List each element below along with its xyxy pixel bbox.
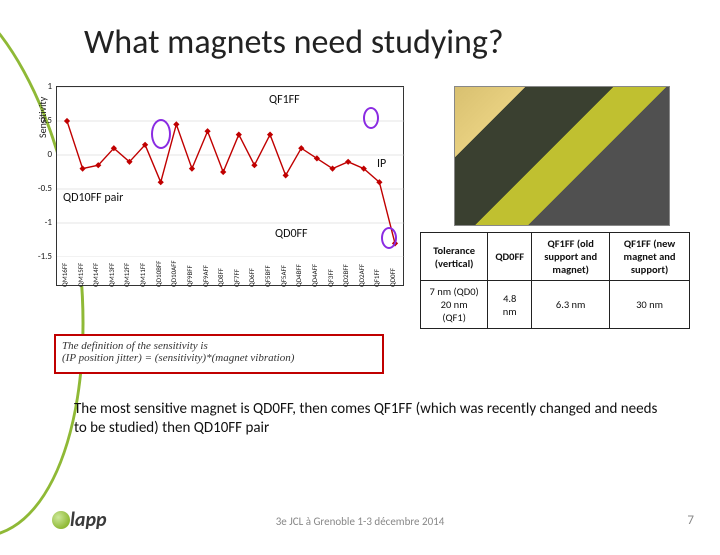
xtick: QD4BFF bbox=[294, 264, 303, 287]
ytick: 0.5 bbox=[32, 115, 52, 126]
table-header: QF1FF (old support and magnet) bbox=[532, 233, 610, 281]
definition-box: The definition of the sensitivity is (IP… bbox=[54, 334, 384, 374]
xtick: QM12FF bbox=[122, 263, 131, 287]
tolerance-table: Tolerance (vertical)QD0FFQF1FF (old supp… bbox=[420, 232, 690, 329]
xtick: QD2BFF bbox=[341, 264, 350, 287]
ring-qd10 bbox=[151, 119, 171, 149]
page-number: 7 bbox=[687, 513, 694, 528]
chart-plot bbox=[57, 87, 405, 257]
xtick: QD4AFF bbox=[310, 264, 319, 287]
annotation-ip: IP bbox=[377, 157, 386, 171]
content-area: Sensitivity QM16FFQM15FFQM14FFQM13FFQM12… bbox=[50, 80, 690, 330]
table-header: QD0FF bbox=[488, 233, 532, 281]
table-cell: 4.8 nm bbox=[488, 281, 532, 329]
xtick: QD2AFF bbox=[357, 264, 366, 287]
annotation-qd0ff: QD0FF bbox=[275, 227, 308, 241]
xtick: QD10AFF bbox=[169, 260, 178, 287]
ytick: 0 bbox=[32, 149, 52, 160]
xtick: QM13FF bbox=[107, 263, 116, 287]
xtick: QD8FF bbox=[216, 268, 225, 287]
xtick: QF1FF bbox=[372, 269, 381, 287]
footer-center: 3e JCL à Grenoble 1-3 décembre 2014 bbox=[0, 515, 720, 528]
xtick: QF5AFF bbox=[279, 265, 288, 287]
page-title: What magnets need studying? bbox=[0, 0, 720, 71]
xtick: QD10BFF bbox=[154, 261, 163, 287]
annotation-qd10ff: QD10FF pair bbox=[63, 191, 123, 205]
xtick: QD6FF bbox=[247, 268, 256, 287]
xtick: QD0FF bbox=[388, 268, 397, 287]
ytick: -0.5 bbox=[32, 183, 52, 194]
ytick: -1.5 bbox=[32, 251, 52, 262]
chart-xticks: QM16FF QM15FF QM14FF QM13FF QM12FF QM11FF QD10… bbox=[57, 259, 405, 287]
definition-line2: (IP position jitter) = (sensitivity)*(ma… bbox=[62, 352, 376, 364]
table-cell: 6.3 nm bbox=[532, 281, 610, 329]
ytick: 1 bbox=[32, 81, 52, 92]
xtick: QF5BFF bbox=[263, 265, 272, 287]
annotation-qf1ff: QF1FF bbox=[269, 93, 300, 107]
magnet-photo bbox=[454, 86, 670, 226]
definition-line1: The definition of the sensitivity is bbox=[62, 340, 376, 352]
xtick: QF9BFF bbox=[185, 265, 194, 287]
body-text: The most sensitive magnet is QD0FF, then… bbox=[74, 400, 664, 438]
xtick: QF7FF bbox=[232, 269, 241, 287]
sensitivity-chart: QM16FF QM15FF QM14FF QM13FF QM12FF QM11FF QD10… bbox=[56, 86, 404, 286]
ytick: -1 bbox=[32, 217, 52, 228]
xtick: QF9AFF bbox=[201, 265, 210, 287]
xtick: QM16FF bbox=[60, 263, 69, 287]
ring-qd0 bbox=[381, 227, 397, 249]
xtick: QM14FF bbox=[91, 263, 100, 287]
table-header: QF1FF (new magnet and support) bbox=[610, 233, 690, 281]
table-header: Tolerance (vertical) bbox=[421, 233, 488, 281]
table-cell: 7 nm (QD0) 20 nm (QF1) bbox=[421, 281, 488, 329]
table-row: 7 nm (QD0) 20 nm (QF1)4.8 nm6.3 nm30 nm bbox=[421, 281, 690, 329]
xtick: QM15FF bbox=[76, 263, 85, 287]
ring-qf1 bbox=[363, 107, 379, 129]
xtick: QF3FF bbox=[326, 269, 335, 287]
xtick: QM11FF bbox=[138, 263, 147, 287]
table-cell: 30 nm bbox=[610, 281, 690, 329]
